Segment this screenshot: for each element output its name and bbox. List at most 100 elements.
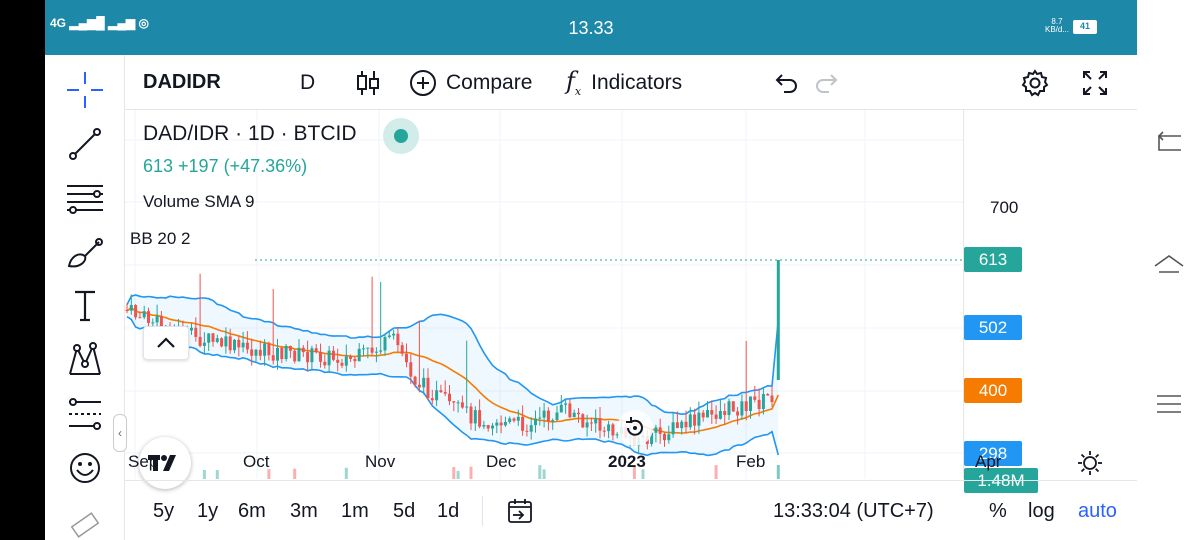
candle-body [650, 432, 654, 444]
reset-chart-button[interactable] [617, 410, 653, 446]
candle-body [155, 315, 159, 323]
brush-icon[interactable] [60, 227, 110, 277]
candle-body [521, 416, 525, 431]
candles-icon[interactable] [353, 55, 383, 110]
candle-body [534, 418, 537, 426]
chevron-left-icon: ‹ [118, 426, 122, 440]
volume-bar [293, 468, 297, 479]
candle-body [538, 417, 542, 419]
range-5y-button[interactable]: 5y [153, 499, 175, 522]
candle-body [770, 395, 774, 403]
candle-body [594, 418, 598, 424]
candle-body [766, 394, 770, 396]
candle-body [220, 338, 224, 347]
volume-bar [632, 466, 636, 479]
chart-pane[interactable]: DAD/IDR · 1D · BTCID 613 +197 (+47.36%) … [125, 110, 1137, 489]
candle-body [310, 348, 314, 363]
range-1y-button[interactable]: 1y [197, 499, 219, 522]
back-icon[interactable] [1151, 126, 1187, 162]
top-toolbar: DADIDR D Compare fx Indicators [125, 55, 1163, 110]
time-label: Apr [975, 452, 1002, 471]
candle-body [503, 421, 507, 426]
reset-icon [626, 417, 643, 436]
interval-button[interactable]: D [300, 70, 316, 94]
candle-body [288, 345, 292, 351]
candle-body [577, 412, 580, 415]
bb-basis-line [126, 306, 780, 434]
pattern-icon[interactable] [60, 335, 110, 385]
settings-gear-icon[interactable] [1020, 55, 1050, 110]
bb-indicator-legend[interactable]: BB 20 2 [130, 229, 191, 248]
candle-body [349, 356, 353, 359]
percent-scale-button[interactable]: % [989, 499, 1007, 522]
volume-bar [202, 469, 206, 479]
candle-body [718, 410, 722, 419]
fullscreen-icon[interactable] [1080, 55, 1110, 110]
collapse-legend-button[interactable] [143, 326, 189, 360]
candles [125, 260, 780, 454]
range-5d-button[interactable]: 5d [393, 499, 416, 522]
redo-icon[interactable] [813, 55, 843, 110]
candle-body [753, 396, 757, 400]
range-6m-button[interactable]: 6m [238, 499, 266, 522]
candle-body [314, 348, 318, 353]
candle-body [680, 421, 684, 429]
symbol-legend: DAD/IDR · 1D · BTCID [143, 122, 357, 145]
compare-button[interactable]: Compare [408, 55, 532, 110]
candle-body [465, 406, 469, 408]
candle-body [198, 336, 202, 346]
candle-body [331, 350, 335, 360]
scale-settings-icon[interactable] [1075, 448, 1105, 478]
candle-body [392, 333, 396, 336]
candle-body [190, 327, 193, 331]
bb-band-fill [127, 295, 779, 456]
candle-body [284, 345, 288, 360]
candle-body [241, 342, 245, 348]
candle-body [319, 352, 322, 362]
candle-body [370, 347, 374, 353]
price-chart[interactable] [125, 110, 963, 479]
trend-line-icon[interactable] [60, 119, 110, 169]
time-scale[interactable]: Sep Oct Nov Dec 2023 Feb Apr [125, 445, 1001, 480]
candle-body [362, 348, 365, 350]
home-icon[interactable] [1151, 250, 1187, 286]
candle-body [323, 361, 327, 366]
candle-body [723, 410, 727, 415]
range-1d-button[interactable]: 1d [437, 499, 460, 522]
candle-body [293, 350, 297, 362]
emoji-icon[interactable] [60, 443, 110, 493]
candle-body [572, 412, 576, 418]
candle-body [456, 402, 460, 404]
crosshair-icon[interactable] [60, 65, 110, 115]
undo-icon[interactable] [770, 55, 800, 110]
candle-body [422, 377, 426, 388]
indicators-button[interactable]: fx Indicators [566, 55, 682, 110]
candle-body [340, 362, 344, 366]
volume-bar [215, 470, 219, 479]
go-to-date-icon[interactable] [505, 481, 535, 540]
text-tool-icon[interactable] [60, 281, 110, 331]
side-panel-handle[interactable]: ‹ [113, 414, 127, 452]
clock-timezone-button[interactable]: 13:33:04 (UTC+7) [773, 499, 934, 522]
symbol-search-button[interactable]: DADIDR [143, 71, 221, 93]
range-1m-button[interactable]: 1m [341, 499, 369, 522]
volume-indicator-legend[interactable]: Volume SMA 9 [143, 192, 255, 211]
fib-retracement-icon[interactable] [60, 173, 110, 223]
range-3m-button[interactable]: 3m [290, 499, 318, 522]
candle-body [276, 347, 279, 361]
time-label: Feb [736, 452, 766, 471]
candle-body [688, 414, 692, 428]
log-scale-button[interactable]: log [1028, 499, 1055, 522]
ruler-icon[interactable] [60, 500, 110, 540]
recent-apps-icon[interactable] [1151, 386, 1187, 422]
time-label: Nov [365, 452, 396, 471]
auto-scale-button[interactable]: auto [1078, 499, 1117, 522]
time-label: Oct [243, 452, 270, 471]
prediction-icon[interactable] [60, 389, 110, 439]
candle-body [125, 310, 129, 311]
candle-body [607, 424, 611, 432]
candle-body [254, 349, 258, 356]
price-scale[interactable]: 700 613 502 400 298 1.48M [963, 110, 1057, 493]
bb-lower-band [126, 316, 780, 457]
candle-body [448, 393, 451, 402]
